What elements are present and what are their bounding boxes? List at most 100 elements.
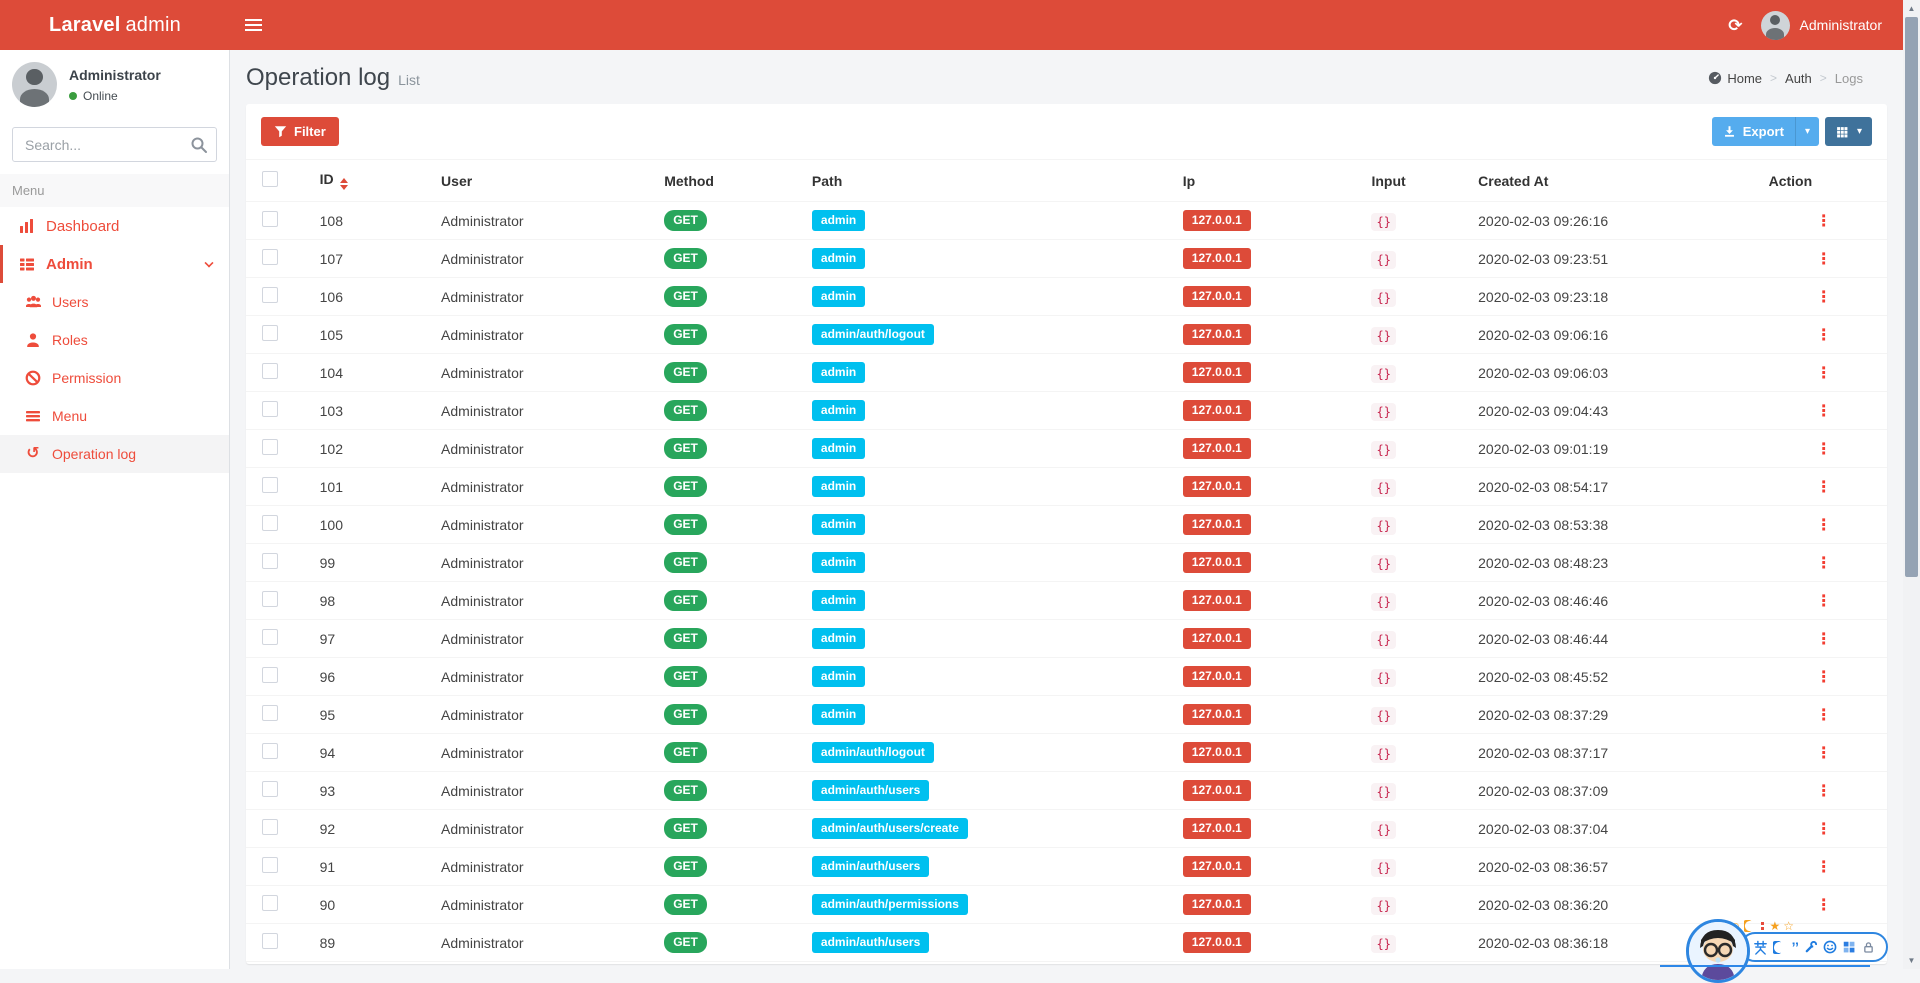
breadcrumb-auth[interactable]: Auth xyxy=(1785,71,1812,86)
star-icon[interactable]: ☆ xyxy=(1783,919,1794,933)
sidebar-item-menu[interactable]: Menu xyxy=(0,397,229,435)
row-checkbox[interactable] xyxy=(262,287,278,303)
avatar-silhouette xyxy=(12,62,57,107)
input-badge: {} xyxy=(1371,935,1395,953)
cell-created-at: 2020-02-03 09:06:16 xyxy=(1470,316,1760,354)
row-action-menu[interactable] xyxy=(1816,211,1832,231)
row-checkbox[interactable] xyxy=(262,401,278,417)
avatar-silhouette xyxy=(1761,11,1790,40)
sidebar-item-dashboard[interactable]: Dashboard xyxy=(0,207,229,245)
row-action-menu[interactable] xyxy=(1816,553,1832,573)
row-action-menu[interactable] xyxy=(1816,325,1832,345)
row-action-menu[interactable] xyxy=(1816,401,1832,421)
row-checkbox[interactable] xyxy=(262,477,278,493)
row-checkbox[interactable] xyxy=(262,553,278,569)
punctuation-icon[interactable]: ’’ xyxy=(1792,940,1799,954)
row-action-menu[interactable] xyxy=(1816,629,1832,649)
row-action-menu[interactable] xyxy=(1816,895,1832,915)
column-header-id[interactable]: ID xyxy=(312,160,433,202)
row-action-menu[interactable] xyxy=(1816,705,1832,725)
sogou-avatar[interactable] xyxy=(1686,919,1750,983)
row-checkbox[interactable] xyxy=(262,895,278,911)
row-checkbox[interactable] xyxy=(262,363,278,379)
row-action-menu[interactable] xyxy=(1816,515,1832,535)
arrow-down-icon[interactable]: ▼ xyxy=(1903,952,1920,969)
row-checkbox[interactable] xyxy=(262,325,278,341)
row-action-menu[interactable] xyxy=(1816,781,1832,801)
row-action-menu[interactable] xyxy=(1816,743,1832,763)
select-all-checkbox[interactable] xyxy=(262,171,278,187)
row-checkbox[interactable] xyxy=(262,591,278,607)
export-dropdown-toggle[interactable]: ▾ xyxy=(1795,117,1819,146)
sidebar-item-roles[interactable]: Roles xyxy=(0,321,229,359)
arrow-up-icon[interactable]: ▲ xyxy=(1903,0,1920,17)
user-menu[interactable]: Administrator xyxy=(1761,11,1882,40)
sort-icon[interactable] xyxy=(340,178,348,190)
row-checkbox[interactable] xyxy=(262,515,278,531)
lang-en-icon[interactable] xyxy=(1753,940,1768,955)
cell-created-at: 2020-02-03 08:36:57 xyxy=(1470,848,1760,886)
sidebar-item-label: Roles xyxy=(52,332,88,348)
cell-id: 100 xyxy=(312,506,433,544)
search-input[interactable] xyxy=(12,127,217,162)
row-checkbox[interactable] xyxy=(262,211,278,227)
cell-id: 92 xyxy=(312,810,433,848)
wrench-icon[interactable] xyxy=(1804,940,1818,954)
filter-button[interactable]: Filter xyxy=(261,117,339,146)
row-action-menu[interactable] xyxy=(1816,439,1832,459)
path-badge: admin xyxy=(812,362,865,382)
row-checkbox[interactable] xyxy=(262,933,278,949)
lock-icon[interactable] xyxy=(1862,941,1875,954)
breadcrumb-current: Logs xyxy=(1835,71,1863,86)
row-action-menu[interactable] xyxy=(1816,363,1832,383)
sidebar-toggle-button[interactable] xyxy=(230,0,276,50)
row-checkbox[interactable] xyxy=(262,743,278,759)
moon-icon[interactable] xyxy=(1744,920,1756,932)
cell-id: 105 xyxy=(312,316,433,354)
scrollbar-thumb[interactable] xyxy=(1905,17,1918,577)
navbar-spacer xyxy=(276,0,1728,50)
row-action-menu[interactable] xyxy=(1816,477,1832,497)
sidebar-item-users[interactable]: Users xyxy=(0,283,229,321)
moon-icon[interactable] xyxy=(1773,941,1786,954)
sidebar-item-operation-log[interactable]: ↺ Operation log xyxy=(0,435,229,473)
sidebar-item-admin[interactable]: Admin xyxy=(0,245,229,283)
sidebar-item-permission[interactable]: Permission xyxy=(0,359,229,397)
path-badge: admin xyxy=(812,438,865,458)
refresh-icon[interactable]: ⟳ xyxy=(1728,17,1742,34)
row-action-menu[interactable] xyxy=(1816,667,1832,687)
column-header-action: Action xyxy=(1761,160,1887,202)
page-title-text: Operation log xyxy=(246,64,390,91)
row-checkbox[interactable] xyxy=(262,857,278,873)
export-button[interactable]: Export xyxy=(1712,117,1795,146)
row-checkbox[interactable] xyxy=(262,629,278,645)
row-action-menu[interactable] xyxy=(1816,857,1832,877)
smiley-icon[interactable] xyxy=(1823,940,1837,954)
row-checkbox[interactable] xyxy=(262,781,278,797)
ip-badge: 127.0.0.1 xyxy=(1183,210,1251,230)
row-checkbox[interactable] xyxy=(262,819,278,835)
brand-logo[interactable]: Laravel admin xyxy=(0,0,230,50)
grid-icon[interactable] xyxy=(1842,940,1856,954)
th-list-icon xyxy=(18,256,36,272)
row-action-menu[interactable] xyxy=(1816,591,1832,611)
path-badge: admin xyxy=(812,248,865,268)
search-icon[interactable] xyxy=(189,135,209,155)
input-badge: {} xyxy=(1371,821,1395,839)
column-selector-button[interactable]: ▾ xyxy=(1825,117,1872,146)
row-checkbox[interactable] xyxy=(262,667,278,683)
star-icon[interactable]: ★ xyxy=(1769,919,1780,933)
row-checkbox[interactable] xyxy=(262,249,278,265)
cell-user: Administrator xyxy=(433,430,656,468)
row-checkbox[interactable] xyxy=(262,705,278,721)
cell-user: Administrator xyxy=(433,734,656,772)
ip-badge: 127.0.0.1 xyxy=(1183,438,1251,458)
breadcrumb-home[interactable]: Home xyxy=(1708,71,1762,86)
row-action-menu[interactable] xyxy=(1816,819,1832,839)
row-checkbox[interactable] xyxy=(262,439,278,455)
row-action-menu[interactable] xyxy=(1816,249,1832,269)
row-action-menu[interactable] xyxy=(1816,287,1832,307)
